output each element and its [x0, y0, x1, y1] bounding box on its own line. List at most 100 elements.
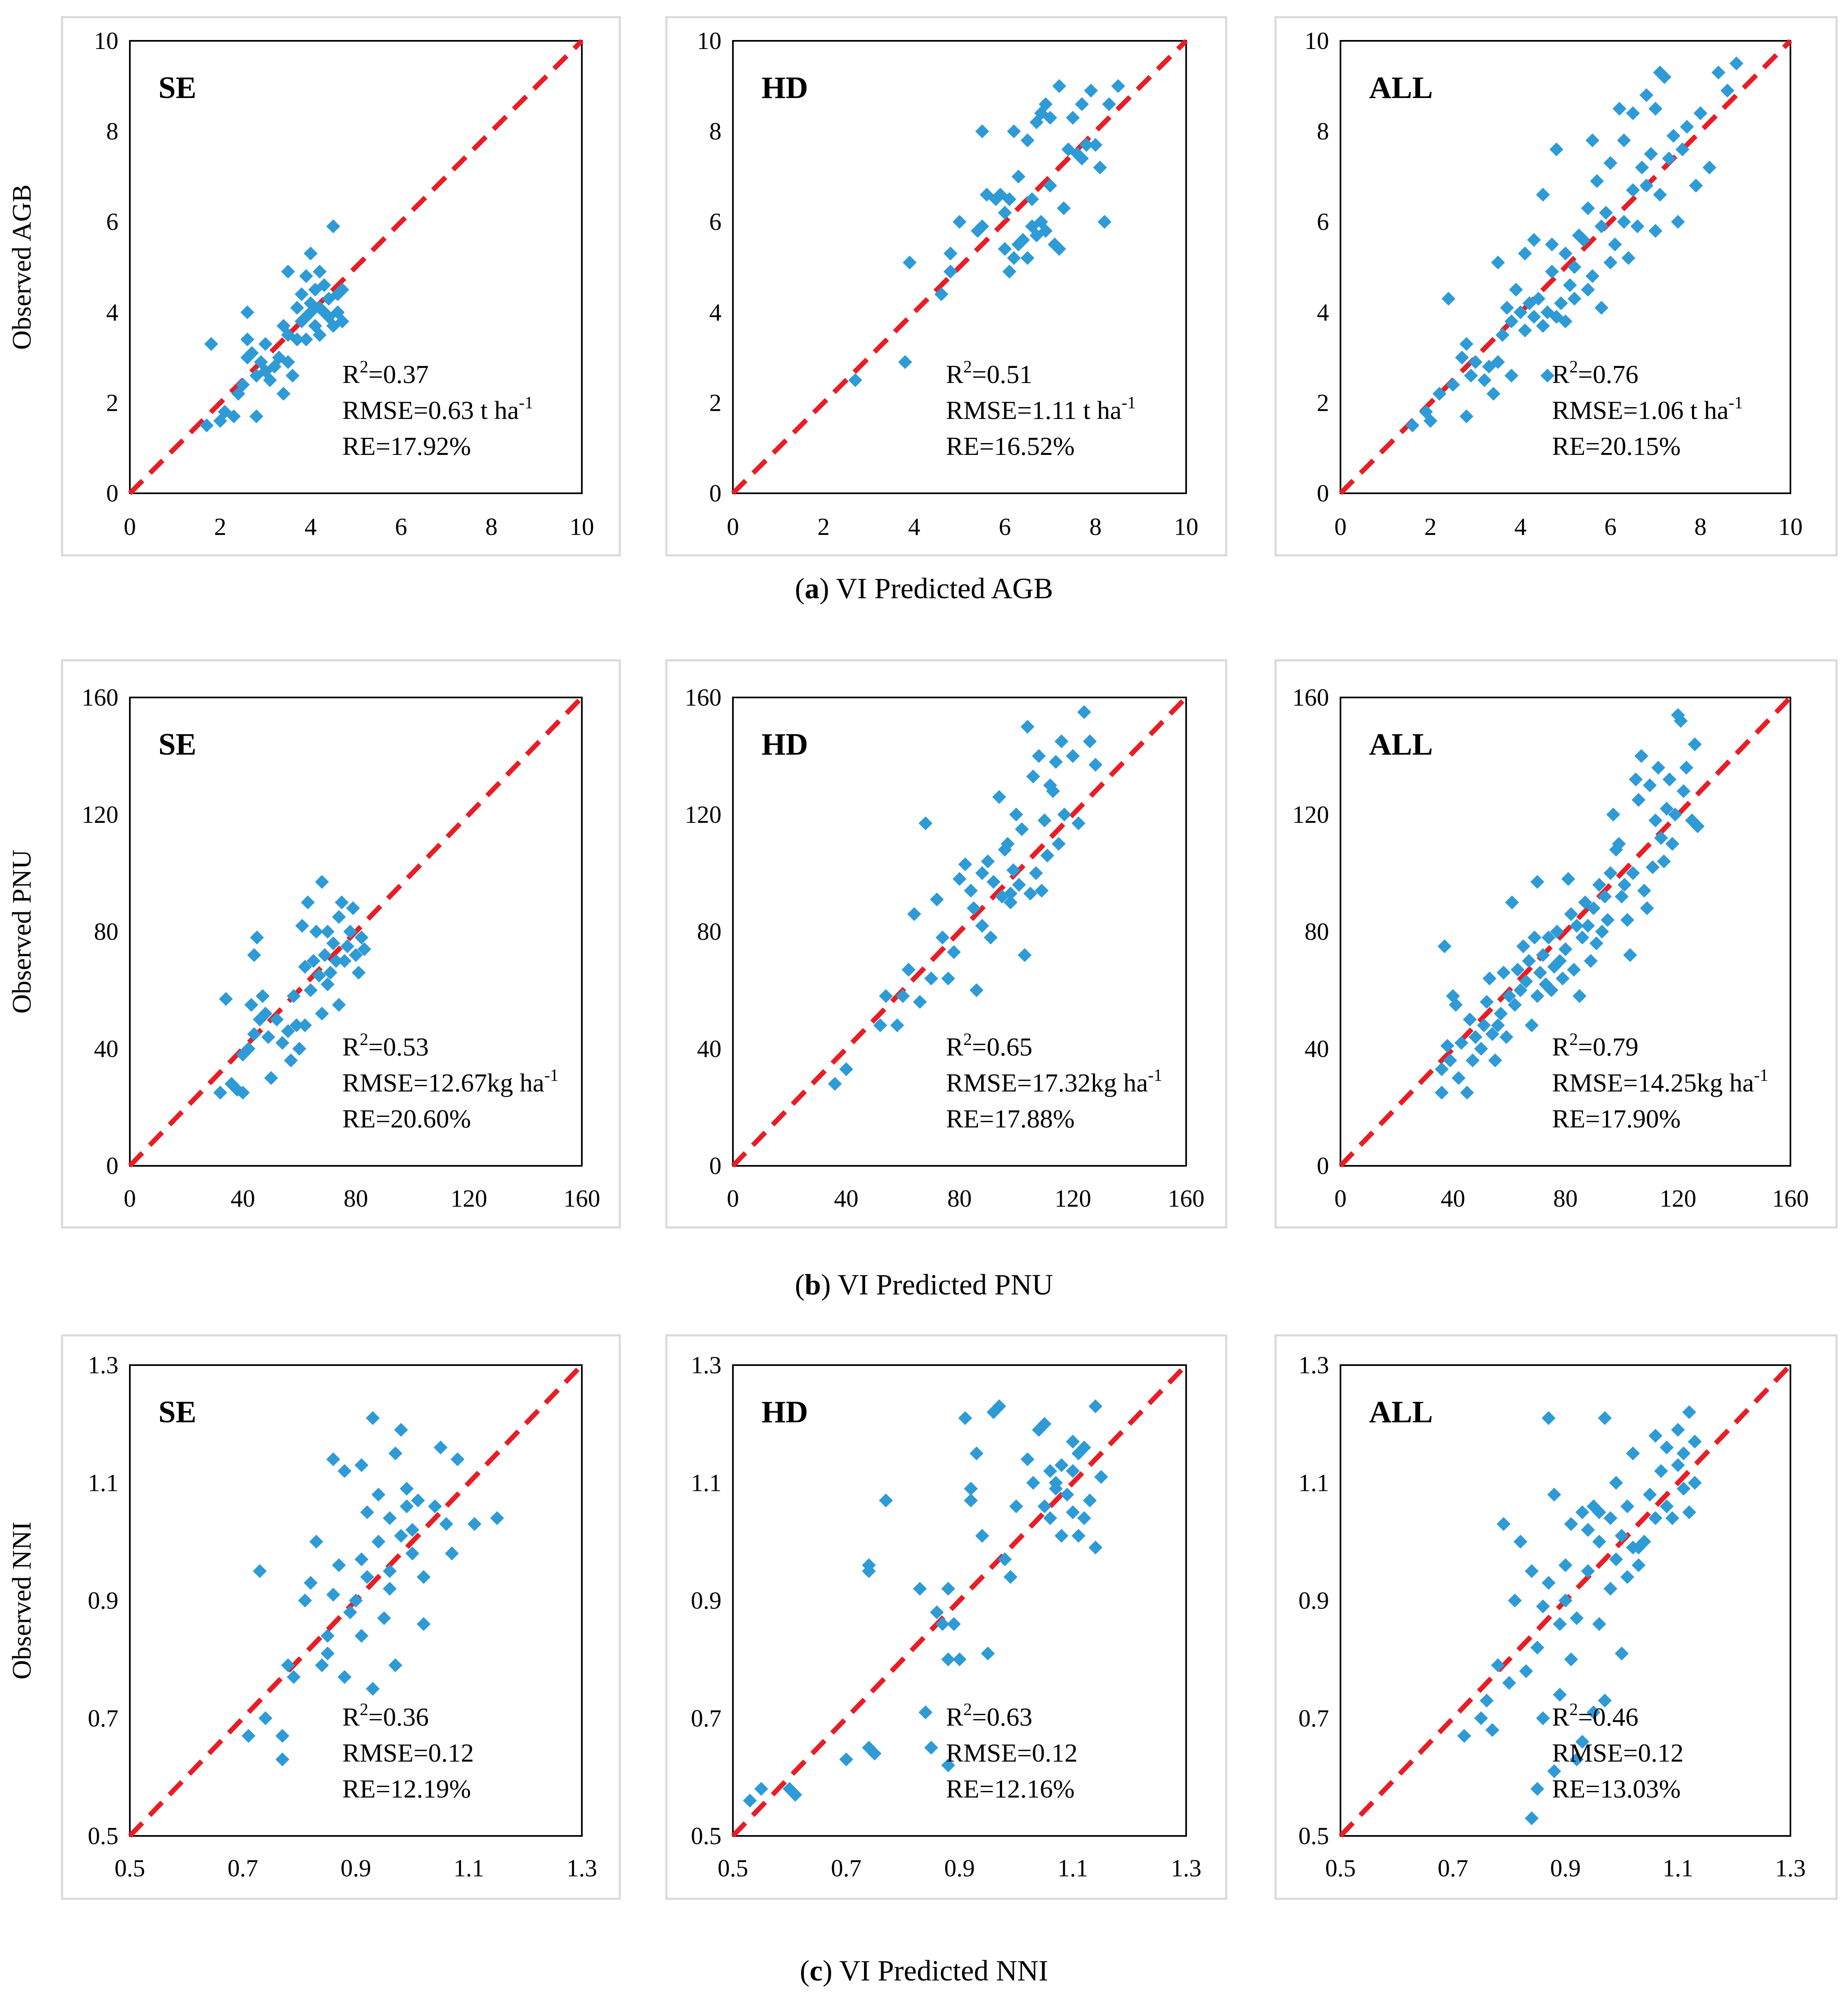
data-point	[371, 1535, 385, 1549]
data-point	[1446, 378, 1460, 392]
data-point	[247, 1027, 261, 1041]
data-point	[1480, 995, 1494, 1009]
x-tick-label: 80	[344, 1185, 368, 1212]
data-point	[1559, 1558, 1572, 1573]
data-point	[343, 1605, 357, 1620]
data-point	[219, 992, 233, 1006]
data-point	[1020, 720, 1035, 734]
data-point	[1423, 414, 1438, 428]
data-point	[315, 1007, 329, 1021]
data-point	[1688, 1435, 1702, 1449]
data-point	[1659, 1440, 1674, 1455]
y-tick-label: 2	[1317, 389, 1329, 416]
x-tick-label: 40	[834, 1185, 859, 1212]
one-to-one-line	[1338, 695, 1792, 1168]
data-point	[1603, 1511, 1618, 1525]
data-point	[1508, 998, 1522, 1012]
panel-title: SE	[158, 1395, 196, 1429]
data-point	[290, 301, 304, 315]
data-point	[332, 910, 346, 924]
x-tick-label: 10	[1778, 513, 1803, 540]
data-point	[312, 328, 327, 342]
y-tick-label: 160	[685, 684, 721, 711]
data-point	[1519, 974, 1533, 989]
data-point	[1632, 793, 1646, 807]
data-point	[264, 1071, 278, 1085]
data-point	[1659, 802, 1674, 816]
data-point	[1702, 160, 1717, 175]
data-point	[285, 368, 300, 383]
data-point	[953, 215, 966, 229]
data-point	[828, 1077, 842, 1091]
data-point	[1480, 1693, 1494, 1708]
panel-hd-3: 0.5 0.5 0.7 0.7 0.9 0.9 1.1 1.1 1.3 1.3 HD R2=0.63 R…	[665, 1334, 1227, 1900]
data-point	[1023, 887, 1038, 901]
data-point	[862, 1564, 876, 1578]
data-point	[294, 287, 309, 301]
data-point	[1608, 237, 1622, 252]
data-point	[1405, 418, 1420, 432]
data-point	[357, 942, 372, 956]
data-point	[1682, 1505, 1697, 1519]
panel-title: SE	[158, 727, 196, 762]
data-point	[1563, 278, 1577, 292]
data-point	[247, 948, 261, 962]
data-point	[975, 124, 989, 138]
data-point	[1662, 151, 1676, 166]
data-point	[1052, 79, 1066, 93]
x-tick-label: 6	[395, 513, 407, 540]
data-point	[1486, 387, 1501, 401]
data-point	[1089, 1540, 1102, 1555]
data-point	[1553, 954, 1567, 968]
data-point	[953, 872, 966, 886]
data-point	[1464, 368, 1478, 383]
data-point	[1632, 1558, 1646, 1573]
data-point	[1111, 79, 1125, 93]
data-point	[1653, 187, 1667, 202]
x-tick-label: 0	[124, 1185, 136, 1212]
data-point	[1621, 251, 1636, 265]
data-point	[743, 1793, 757, 1808]
data-point	[1075, 151, 1089, 166]
data-point	[896, 989, 910, 1003]
data-point	[249, 409, 263, 423]
panel-all-2: 00 40 40 80 80 120 120 160 160 ALL R2=0.79 RMSE=14.…	[1274, 659, 1838, 1229]
data-point	[303, 1576, 318, 1590]
data-point	[1581, 201, 1595, 215]
x-tick-label: 8	[485, 513, 498, 540]
data-point	[1541, 1411, 1556, 1425]
data-point	[1454, 1036, 1469, 1050]
data-point	[913, 1582, 927, 1596]
data-point	[998, 242, 1012, 256]
data-point	[1035, 884, 1049, 898]
x-tick-label: 10	[1174, 513, 1198, 540]
data-point	[1547, 1488, 1561, 1502]
data-point	[281, 1024, 295, 1038]
data-point	[303, 983, 318, 997]
data-point	[332, 998, 346, 1012]
data-point	[1049, 1481, 1063, 1496]
data-point	[1594, 219, 1609, 234]
data-point	[1541, 1576, 1556, 1590]
data-point	[1612, 837, 1626, 851]
data-point	[1609, 1476, 1623, 1490]
r2-stat: R2=0.36	[342, 1700, 429, 1731]
data-point	[445, 1546, 459, 1561]
data-point	[1066, 749, 1080, 763]
data-point	[969, 983, 984, 997]
data-point	[1009, 1499, 1023, 1513]
data-point	[1572, 989, 1587, 1003]
data-point	[1075, 97, 1089, 111]
rmse-stat: RMSE=1.06 t ha-1	[1552, 394, 1743, 425]
one-to-one-line	[731, 39, 1188, 495]
data-point	[1677, 784, 1691, 798]
y-tick-label: 4	[1317, 299, 1329, 326]
data-point	[1015, 822, 1029, 836]
y-tick-label: 10	[697, 27, 721, 54]
data-point	[490, 1511, 504, 1525]
data-point	[1504, 368, 1518, 383]
data-point	[360, 1570, 374, 1584]
data-point	[1003, 1570, 1018, 1584]
data-point	[1635, 160, 1649, 175]
